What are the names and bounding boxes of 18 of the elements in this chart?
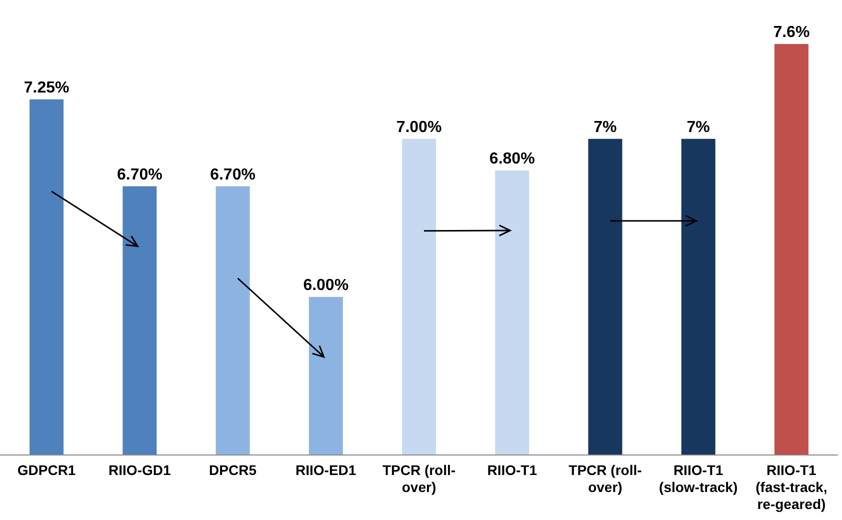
x-tick-label: RIIO-T1 (fast-track, re-geared) [756,462,828,512]
data-label: 7.6% [773,24,810,41]
x-tick-label: TPCR (roll-over) [382,462,456,495]
x-tick-label: GDPCR1 [17,462,76,478]
data-label: 7.25% [24,79,70,96]
data-label: 6.70% [116,166,162,184]
x-tick-label: RIIO-ED1 [296,462,356,478]
data-label: 6.00% [303,276,349,294]
data-label: 7% [594,118,617,136]
x-tick-label: RIIO-GD1 [108,462,171,478]
x-tick-label: RIIO-T1 [487,462,538,478]
data-label: 7.00% [396,118,442,136]
x-tick-label: TPCR (roll-over) [568,462,642,495]
data-label: 6.70% [210,166,256,184]
data-label: 7% [686,118,710,136]
x-tick-label: DPCR5 [209,462,257,478]
data-label: 6.80% [489,150,535,168]
x-tick-label: RIIO-T1 (slow-track) [659,462,738,495]
